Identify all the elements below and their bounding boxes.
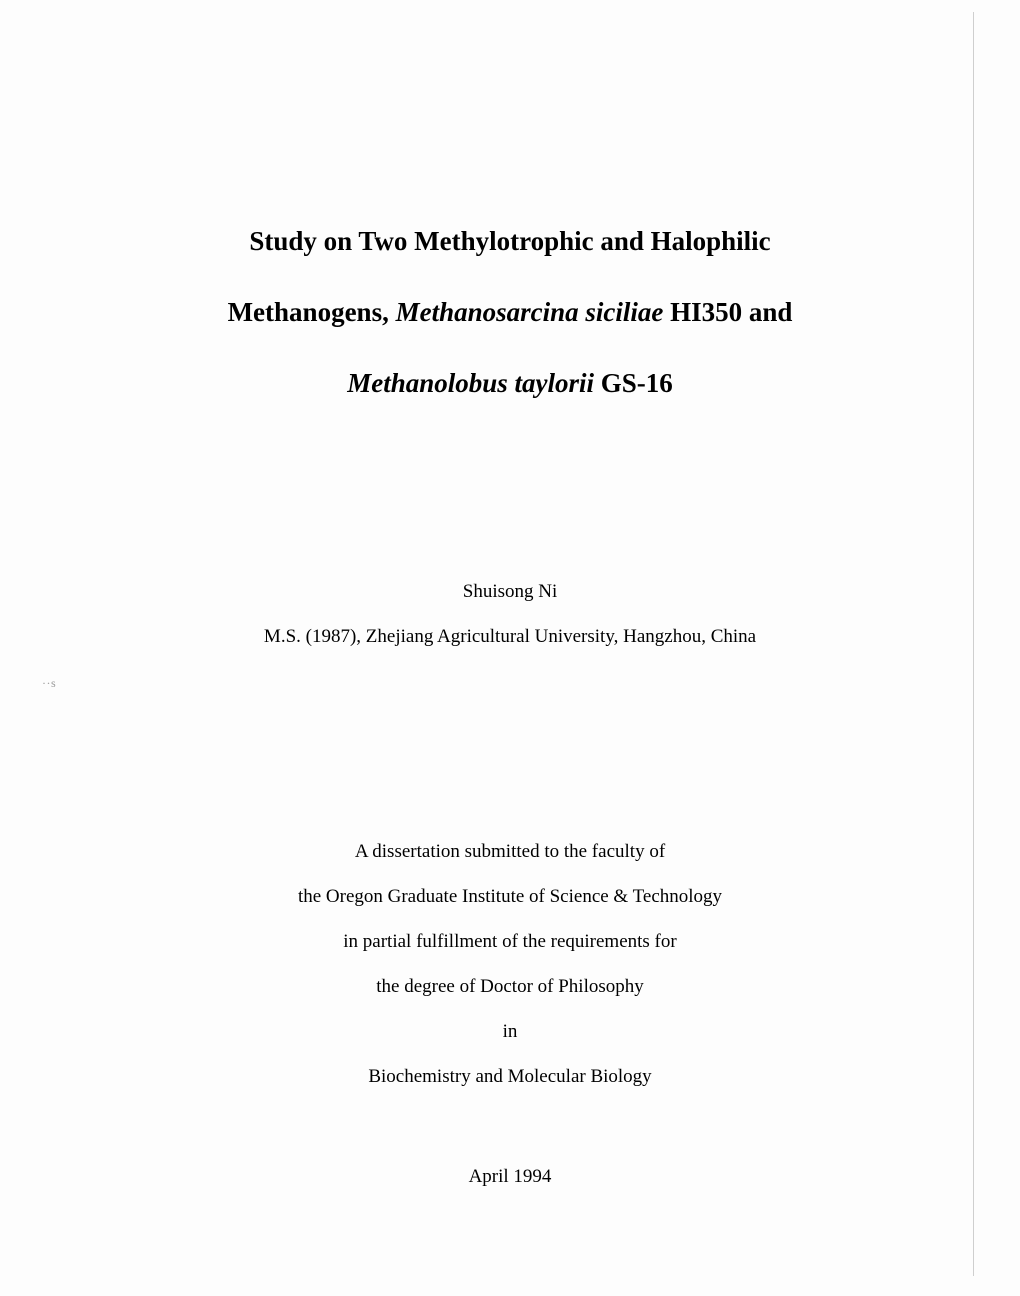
title-line-3: Methanolobus taylorii GS-16 [80,370,940,397]
title-line-2-italic: Methanosarcina siciliae [396,297,664,327]
page: ··s Study on Two Methylotrophic and Halo… [0,0,1020,1296]
title-line-1-text: Study on Two Methylotrophic and Halophil… [249,226,770,256]
dissertation-context: A dissertation submitted to the faculty … [80,842,940,1112]
title-line-3-italic: Methanolobus taylorii [347,368,594,398]
scan-right-edge [973,12,974,1276]
title-line-2-pre: Methanogens, [228,297,396,327]
author-degree-line: M.S. (1987), Zhejiang Agricultural Unive… [80,627,940,646]
author-name: Shuisong Ni [80,582,940,601]
title-line-2-post: HI350 and [663,297,792,327]
content-area: Study on Two Methylotrophic and Halophil… [80,0,940,1296]
context-line-6: Biochemistry and Molecular Biology [80,1067,940,1086]
author-block: Shuisong Ni M.S. (1987), Zhejiang Agricu… [80,582,940,672]
title-line-2: Methanogens, Methanosarcina siciliae HI3… [80,299,940,326]
title-line-3-post: GS-16 [594,368,673,398]
scan-speck: ··s [42,676,56,691]
context-line-5: in [80,1022,940,1041]
context-line-1: A dissertation submitted to the faculty … [80,842,940,861]
date: April 1994 [80,1166,940,1188]
context-line-2: the Oregon Graduate Institute of Science… [80,887,940,906]
context-line-3: in partial fulfillment of the requiremen… [80,932,940,951]
title-block: Study on Two Methylotrophic and Halophil… [80,228,940,441]
context-line-4: the degree of Doctor of Philosophy [80,977,940,996]
title-line-1: Study on Two Methylotrophic and Halophil… [80,228,940,255]
